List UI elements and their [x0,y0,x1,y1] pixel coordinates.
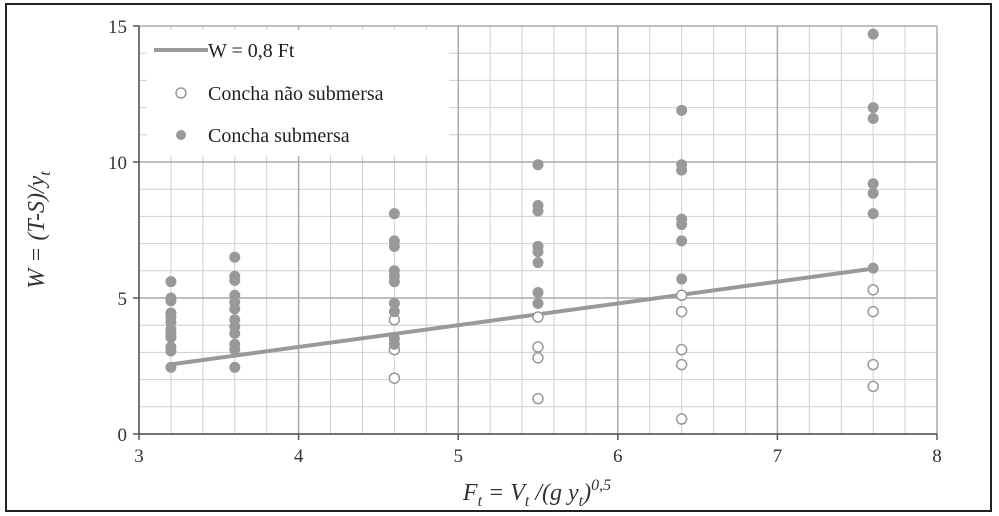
y-tick-label: 0 [118,425,128,446]
y-title-sub: t [37,171,54,176]
open-circle-point [532,341,544,353]
filled-circle-point [867,262,879,274]
filled-circle-point [676,219,688,231]
filled-circle-point [388,240,400,252]
filled-circle-point [165,331,177,343]
filled-circle-point [532,205,544,217]
filled-circle-point [165,361,177,373]
filled-circle-point [165,345,177,357]
filled-circle-point [229,303,241,315]
filled-circle-point [388,208,400,220]
filled-circle-point [676,235,688,247]
x-title-eq: = V [482,480,527,506]
open-circle-point [675,305,688,318]
axes: 3 4 5 6 7 8 0 5 10 15 [108,17,942,467]
filled-circle-point [229,361,241,373]
filled-circle-point [676,273,688,285]
open-circle-point [675,289,688,302]
trend-line-layer [170,266,874,367]
legend: W = 0,8 Ft Concha não submersa Concha su… [147,30,449,156]
x-tick-label: 3 [134,446,144,467]
legend-label-trend: W = 0,8 Ft [208,40,295,62]
filled-circle-point [867,28,879,40]
open-circle-point [675,413,688,425]
filled-circle-point [229,251,241,263]
y-axis-title: W = (T-S)/yt [24,171,54,289]
legend-filled-circle-swatch [176,130,186,140]
open-circle-point [532,311,544,323]
x-title-sub3: t [579,493,584,510]
open-circle-point [867,284,879,296]
y-tick-label: 15 [108,17,127,38]
filled-circle-point [388,306,400,318]
open-circle-point [532,352,544,364]
x-tick-label: 4 [294,446,304,467]
filled-circle-point [532,246,544,258]
filled-circle-point [676,164,688,176]
filled-circle-point [229,327,241,339]
filled-circle-point [229,344,241,356]
filled-circle-point [532,297,544,309]
y-tick-label: 10 [108,153,127,174]
x-title-sub1: t [478,493,483,510]
x-tick-label: 7 [773,446,783,467]
filled-circle-point [388,276,400,288]
y-title-main: W = (T-S)/y [24,175,50,288]
x-title-close: ) [581,480,591,506]
filled-circle-point [532,287,544,299]
trend-line [170,266,874,367]
x-axis-title: Ft = Vt /(g yt)0,5 [462,477,611,510]
legend-label-filled: Concha submersa [208,125,350,147]
filled-circle-point [867,178,879,190]
x-tick-label: 5 [453,446,463,467]
filled-circle-point [532,159,544,171]
open-circle-point [388,372,401,384]
open-circle-point [675,358,688,371]
legend-label-open: Concha não submersa [208,83,384,105]
x-title-main: F [462,480,478,506]
filled-circle-point [388,297,400,309]
filled-circle-point [165,295,177,307]
filled-circle-point [388,338,400,350]
filled-circle-point [867,208,879,220]
legend-open-circle-swatch [175,87,187,99]
open-circle-point [675,343,688,356]
x-tick-label: 8 [932,446,942,467]
y-tick-label: 5 [118,289,128,310]
open-circle-point [867,358,879,371]
open-circle-point [867,380,879,393]
x-title-sup: 0,5 [591,477,611,494]
x-title-sub2: t [525,493,530,510]
filled-circle-point [867,102,879,114]
x-title-div: /(g y [529,480,579,506]
filled-circle-point [867,112,879,124]
data-points [165,28,879,425]
open-circle-point [867,305,879,318]
x-tick-label: 6 [613,446,623,467]
filled-circle-point [165,276,177,288]
filled-circle-point [229,274,241,286]
filled-circle-point [867,187,879,199]
filled-circle-point [676,104,688,116]
filled-circle-point [532,257,544,269]
open-circle-point [532,392,544,405]
